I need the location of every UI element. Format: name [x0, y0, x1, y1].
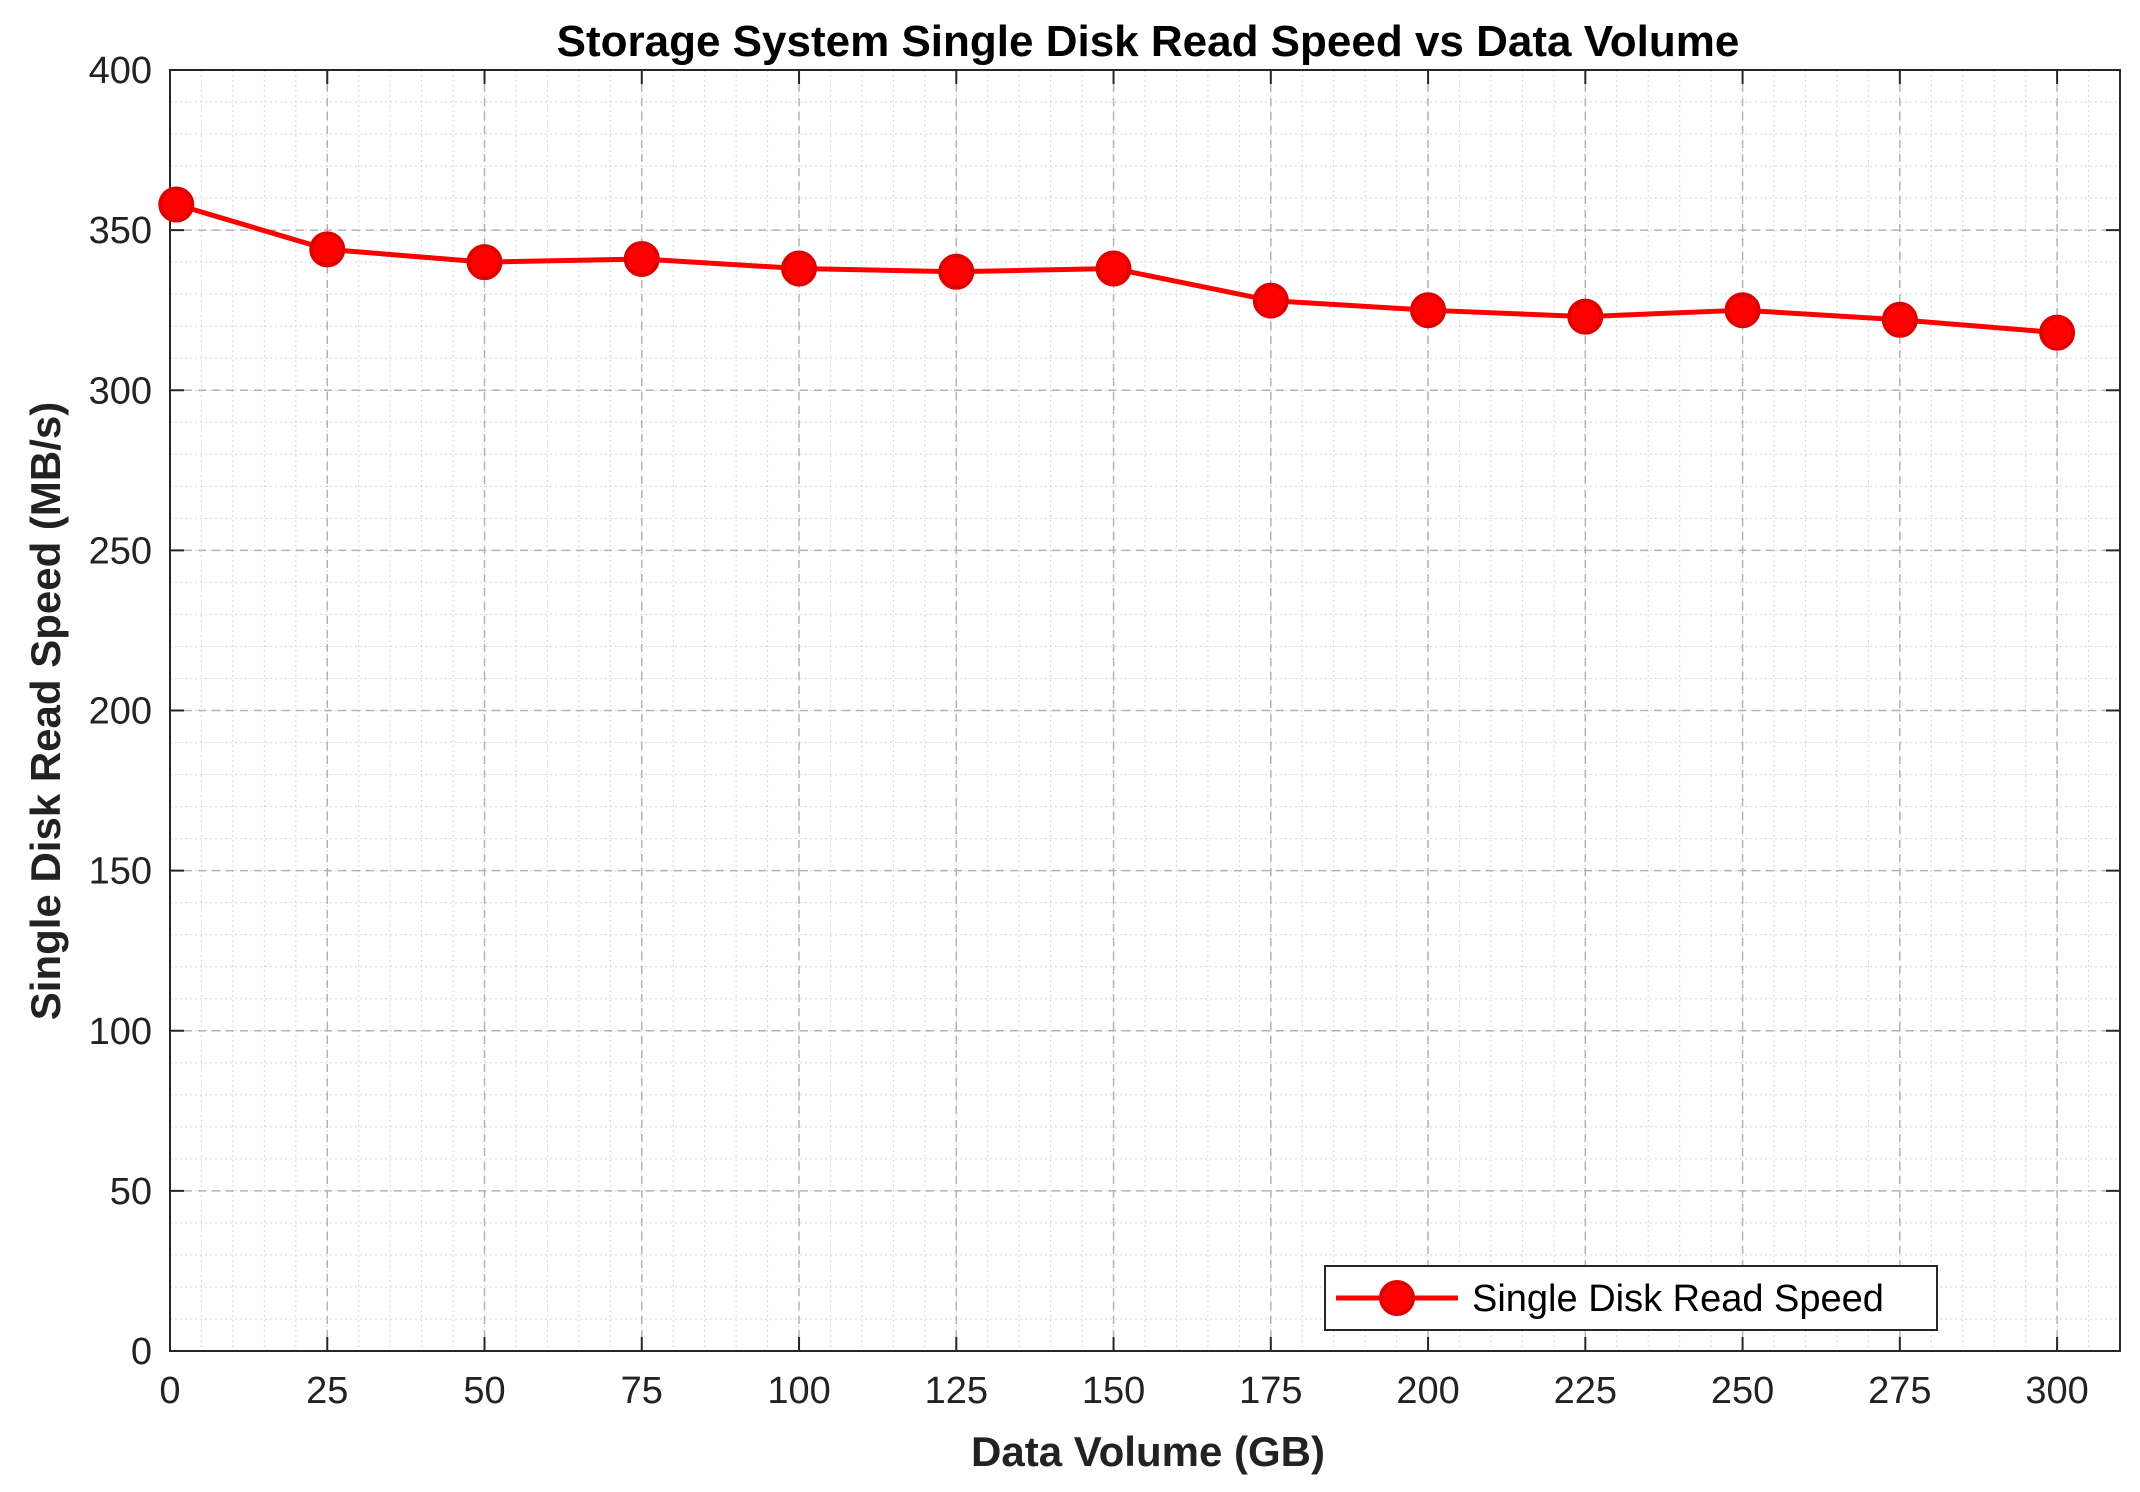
legend: Single Disk Read Speed [1324, 1265, 1938, 1331]
y-tick-label: 0 [131, 1331, 152, 1373]
data-point-marker [781, 250, 818, 287]
data-point-marker [1095, 250, 1132, 287]
legend-series-label: Single Disk Read Speed [1472, 1278, 1884, 1320]
data-point-marker [2039, 314, 2076, 351]
y-tick-label: 400 [89, 50, 152, 92]
x-tick-label: 125 [925, 1370, 988, 1412]
x-tick-label: 150 [1082, 1370, 1145, 1412]
y-axis-label: Single Disk Read Speed (MB/s) [22, 402, 69, 1020]
y-tick-label: 350 [89, 210, 152, 252]
data-point-marker [1567, 298, 1604, 335]
y-tick-label: 150 [89, 851, 152, 893]
x-tick-label: 100 [767, 1370, 830, 1412]
y-tick-label: 50 [110, 1171, 152, 1213]
data-point-marker [309, 231, 346, 268]
x-axis-label: Data Volume (GB) [971, 1428, 1325, 1475]
series-layer [158, 186, 2076, 351]
y-tick-label: 200 [89, 691, 152, 733]
chart-title: Storage System Single Disk Read Speed vs… [557, 17, 1740, 66]
y-tick-label: 250 [89, 530, 152, 572]
x-tick-label: 75 [621, 1370, 663, 1412]
data-point-marker [466, 244, 503, 281]
data-point-marker [938, 253, 975, 290]
data-point-marker [623, 240, 660, 277]
data-point-marker [158, 186, 195, 223]
x-tick-label: 200 [1396, 1370, 1459, 1412]
x-tick-label: 0 [159, 1370, 180, 1412]
y-tick-labels: 0 50 100 150 200 250 300 350 400 [89, 50, 152, 1373]
data-point-marker [1252, 282, 1289, 319]
x-tick-label: 50 [463, 1370, 505, 1412]
x-tick-labels: 0 25 50 75 100 125 150 175 200 225 250 275 300 [159, 1370, 2088, 1412]
legend-marker [1379, 1280, 1415, 1316]
y-tick-label: 300 [89, 370, 152, 412]
axis-ticks [169, 69, 2120, 1352]
x-tick-label: 175 [1239, 1370, 1302, 1412]
x-tick-label: 250 [1711, 1370, 1774, 1412]
data-point-marker [1410, 292, 1447, 329]
x-tick-label: 300 [2025, 1370, 2088, 1412]
data-point-marker [1724, 292, 1761, 329]
x-tick-label: 225 [1554, 1370, 1617, 1412]
y-tick-label: 100 [89, 1011, 152, 1053]
data-point-marker [1881, 301, 1918, 338]
x-tick-label: 25 [306, 1370, 348, 1412]
x-tick-label: 275 [1868, 1370, 1931, 1412]
